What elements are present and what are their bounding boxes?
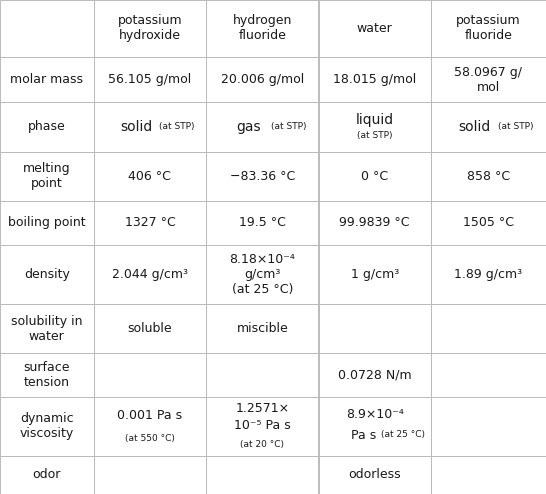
Bar bbox=[318, 353, 431, 397]
Bar bbox=[206, 102, 318, 152]
Bar bbox=[318, 456, 431, 494]
Text: 406 °C: 406 °C bbox=[128, 170, 171, 183]
Bar bbox=[431, 102, 546, 152]
Text: (at STP): (at STP) bbox=[357, 131, 393, 140]
Text: 8.18×10⁻⁴
g/cm³
(at 25 °C): 8.18×10⁻⁴ g/cm³ (at 25 °C) bbox=[229, 252, 295, 296]
Bar bbox=[0, 304, 94, 353]
Text: Pa s: Pa s bbox=[351, 429, 376, 442]
Text: gas: gas bbox=[236, 120, 261, 134]
Text: melting
point: melting point bbox=[23, 163, 70, 190]
Text: solid: solid bbox=[120, 120, 152, 134]
Text: 10⁻⁵ Pa s: 10⁻⁵ Pa s bbox=[234, 418, 290, 432]
Text: dynamic
viscosity: dynamic viscosity bbox=[20, 412, 74, 440]
Text: potassium
fluoride: potassium fluoride bbox=[456, 14, 521, 42]
Bar bbox=[94, 57, 206, 102]
Text: 20.006 g/mol: 20.006 g/mol bbox=[221, 73, 304, 86]
Text: 56.105 g/mol: 56.105 g/mol bbox=[108, 73, 192, 86]
Text: (at STP): (at STP) bbox=[497, 122, 533, 131]
Bar bbox=[318, 397, 431, 456]
Text: (at 25 °C): (at 25 °C) bbox=[382, 429, 425, 439]
Bar bbox=[206, 245, 318, 304]
Bar bbox=[94, 456, 206, 494]
Bar bbox=[318, 245, 431, 304]
Text: liquid: liquid bbox=[355, 113, 394, 126]
Bar bbox=[0, 102, 94, 152]
Text: 99.9839 °C: 99.9839 °C bbox=[340, 216, 410, 229]
Text: phase: phase bbox=[28, 121, 66, 133]
Bar bbox=[0, 397, 94, 456]
Text: odorless: odorless bbox=[348, 468, 401, 482]
Text: potassium
hydroxide: potassium hydroxide bbox=[117, 14, 182, 42]
Bar bbox=[206, 201, 318, 245]
Text: surface
tension: surface tension bbox=[23, 361, 70, 389]
Text: 18.015 g/mol: 18.015 g/mol bbox=[333, 73, 417, 86]
Text: 19.5 °C: 19.5 °C bbox=[239, 216, 286, 229]
Text: 0 °C: 0 °C bbox=[361, 170, 388, 183]
Text: water: water bbox=[357, 22, 393, 35]
Bar bbox=[206, 353, 318, 397]
Bar bbox=[0, 201, 94, 245]
Bar bbox=[206, 456, 318, 494]
Bar bbox=[431, 201, 546, 245]
Text: 8.9×10⁻⁴: 8.9×10⁻⁴ bbox=[346, 408, 403, 421]
Bar bbox=[94, 201, 206, 245]
Text: 1.89 g/cm³: 1.89 g/cm³ bbox=[454, 268, 523, 281]
Bar bbox=[318, 57, 431, 102]
Text: 858 °C: 858 °C bbox=[467, 170, 510, 183]
Bar bbox=[94, 245, 206, 304]
Bar bbox=[0, 152, 94, 201]
Text: miscible: miscible bbox=[236, 322, 288, 335]
Bar bbox=[94, 102, 206, 152]
Text: 2.044 g/cm³: 2.044 g/cm³ bbox=[112, 268, 188, 281]
Bar bbox=[431, 0, 546, 57]
Bar bbox=[0, 57, 94, 102]
Text: (at 550 °C): (at 550 °C) bbox=[125, 434, 175, 443]
Text: soluble: soluble bbox=[128, 322, 172, 335]
Text: (at STP): (at STP) bbox=[159, 122, 194, 131]
Text: (at 20 °C): (at 20 °C) bbox=[240, 440, 284, 449]
Text: 58.0967 g/
mol: 58.0967 g/ mol bbox=[454, 66, 523, 93]
Bar bbox=[318, 0, 431, 57]
Text: 1.2571×: 1.2571× bbox=[235, 402, 289, 415]
Text: odor: odor bbox=[33, 468, 61, 482]
Bar bbox=[0, 245, 94, 304]
Bar bbox=[431, 152, 546, 201]
Text: −83.36 °C: −83.36 °C bbox=[230, 170, 295, 183]
Text: boiling point: boiling point bbox=[8, 216, 86, 229]
Text: density: density bbox=[24, 268, 70, 281]
Bar bbox=[431, 304, 546, 353]
Bar bbox=[94, 397, 206, 456]
Text: 0.0728 N/m: 0.0728 N/m bbox=[338, 369, 412, 381]
Bar bbox=[431, 456, 546, 494]
Text: 1327 °C: 1327 °C bbox=[124, 216, 175, 229]
Text: (at STP): (at STP) bbox=[271, 122, 307, 131]
Text: molar mass: molar mass bbox=[10, 73, 84, 86]
Bar bbox=[206, 152, 318, 201]
Bar bbox=[318, 152, 431, 201]
Bar bbox=[0, 0, 94, 57]
Bar bbox=[431, 245, 546, 304]
Bar bbox=[206, 397, 318, 456]
Text: 1505 °C: 1505 °C bbox=[463, 216, 514, 229]
Bar bbox=[0, 353, 94, 397]
Bar bbox=[431, 353, 546, 397]
Bar bbox=[206, 304, 318, 353]
Text: 1 g/cm³: 1 g/cm³ bbox=[351, 268, 399, 281]
Bar bbox=[0, 456, 94, 494]
Bar bbox=[206, 0, 318, 57]
Text: solubility in
water: solubility in water bbox=[11, 315, 82, 342]
Text: hydrogen
fluoride: hydrogen fluoride bbox=[233, 14, 292, 42]
Bar bbox=[318, 201, 431, 245]
Bar bbox=[431, 397, 546, 456]
Bar bbox=[318, 304, 431, 353]
Bar bbox=[206, 57, 318, 102]
Bar bbox=[431, 57, 546, 102]
Bar bbox=[94, 353, 206, 397]
Text: solid: solid bbox=[459, 120, 491, 134]
Text: 0.001 Pa s: 0.001 Pa s bbox=[117, 409, 182, 422]
Bar bbox=[318, 102, 431, 152]
Bar bbox=[94, 304, 206, 353]
Bar bbox=[94, 0, 206, 57]
Bar bbox=[94, 152, 206, 201]
